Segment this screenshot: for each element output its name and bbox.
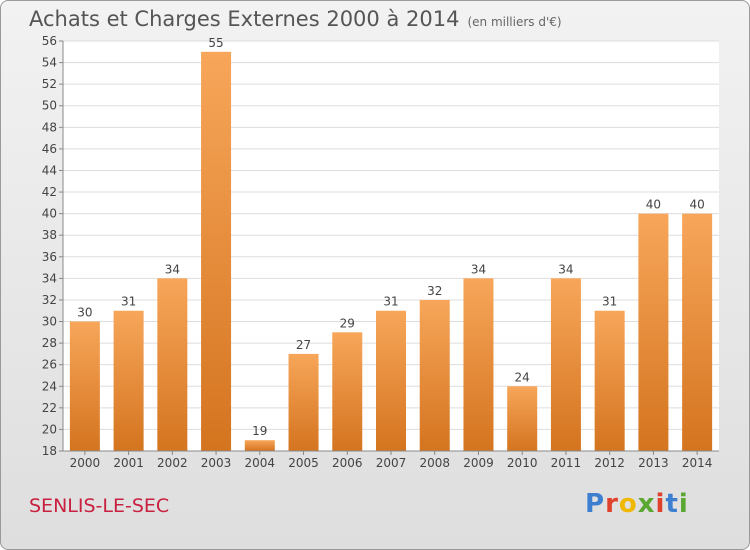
- chart-title: Achats et Charges Externes 2000 à 2014: [29, 7, 460, 31]
- logo-letter: i: [678, 489, 689, 519]
- y-tick-label: 26: [42, 358, 57, 372]
- y-tick-label: 42: [42, 185, 57, 199]
- y-tick-label: 54: [42, 56, 57, 70]
- town-name: SENLIS-LE-SEC: [29, 495, 170, 517]
- bar: [419, 299, 450, 451]
- x-tick-label: 2009: [463, 456, 494, 470]
- proxiti-logo: Proxiti: [585, 489, 689, 519]
- y-tick-label: 52: [42, 77, 57, 91]
- y-tick-label: 30: [42, 315, 57, 329]
- bar-value-label: 34: [165, 262, 180, 276]
- logo-letter: P: [585, 489, 606, 519]
- bar-value-label: 31: [602, 295, 617, 309]
- bar-value-label: 34: [558, 262, 573, 276]
- bar-value-label: 32: [427, 284, 442, 298]
- x-tick-label: 2000: [70, 456, 101, 470]
- y-tick-label: 34: [42, 271, 57, 285]
- x-tick-label: 2008: [419, 456, 450, 470]
- y-tick-label: 46: [42, 142, 57, 156]
- chart-subtitle: (en milliers d'€): [467, 15, 562, 29]
- bar: [157, 278, 188, 451]
- bar-value-label: 31: [121, 295, 136, 309]
- y-tick-label: 24: [42, 379, 57, 393]
- y-tick-label: 18: [42, 444, 57, 458]
- bar: [69, 321, 100, 451]
- y-tick-label: 44: [42, 163, 57, 177]
- x-tick-label: 2007: [376, 456, 407, 470]
- bar: [463, 278, 494, 451]
- bar: [244, 440, 275, 451]
- logo-letter: o: [618, 489, 638, 519]
- bar: [507, 386, 538, 451]
- x-tick-label: 2005: [288, 456, 319, 470]
- x-tick-label: 2004: [245, 456, 276, 470]
- bar-value-label: 24: [515, 370, 530, 384]
- x-tick-label: 2002: [157, 456, 188, 470]
- bar-value-label: 19: [252, 424, 267, 438]
- y-tick-label: 20: [42, 422, 57, 436]
- bar: [201, 51, 232, 451]
- title-row: Achats et Charges Externes 2000 à 2014 (e…: [29, 7, 562, 31]
- bar-value-label: 31: [383, 295, 398, 309]
- logo-letter: r: [605, 489, 619, 519]
- logo-letter: x: [637, 489, 656, 519]
- y-tick-label: 36: [42, 250, 57, 264]
- logo-letter: i: [655, 489, 666, 519]
- bar: [638, 213, 669, 451]
- bar: [682, 213, 713, 451]
- bar: [550, 278, 581, 451]
- x-tick-label: 2010: [507, 456, 538, 470]
- y-tick-label: 38: [42, 228, 57, 242]
- bar-value-label: 30: [77, 306, 92, 320]
- logo-letter: t: [665, 489, 679, 519]
- bar: [332, 332, 363, 451]
- y-tick-label: 28: [42, 336, 57, 350]
- x-tick-label: 2013: [638, 456, 669, 470]
- x-tick-label: 2012: [594, 456, 625, 470]
- y-tick-label: 40: [42, 207, 57, 221]
- y-tick-label: 32: [42, 293, 57, 307]
- bar: [376, 310, 406, 451]
- bar-value-label: 40: [646, 198, 661, 212]
- bar-value-label: 40: [689, 198, 704, 212]
- y-tick-label: 22: [42, 401, 57, 415]
- x-tick-label: 2001: [113, 456, 144, 470]
- x-tick-label: 2014: [682, 456, 713, 470]
- bar-value-label: 29: [340, 316, 355, 330]
- bar-value-label: 55: [208, 36, 223, 50]
- y-tick-label: 56: [42, 34, 57, 48]
- x-tick-label: 2006: [332, 456, 363, 470]
- y-tick-label: 48: [42, 120, 57, 134]
- bar: [594, 310, 625, 451]
- bar-value-label: 34: [471, 262, 486, 276]
- x-tick-label: 2003: [201, 456, 232, 470]
- bar: [113, 310, 144, 451]
- bar-value-label: 27: [296, 338, 311, 352]
- x-tick-label: 2011: [551, 456, 582, 470]
- y-tick-label: 50: [42, 99, 57, 113]
- bar: [288, 353, 319, 451]
